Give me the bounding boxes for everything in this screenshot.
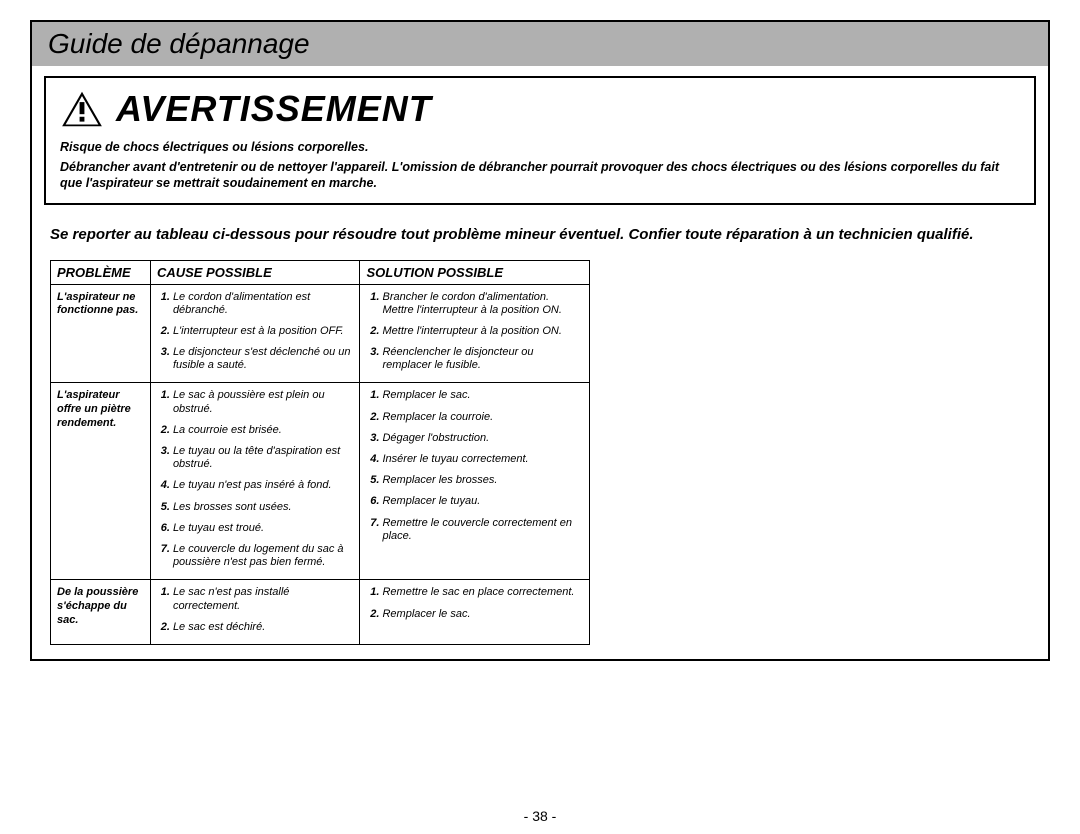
cause-list: Le sac n'est pas installé correctement. L… — [157, 586, 354, 634]
table-row: De la poussière s'échappe du sac. Le sac … — [51, 580, 590, 645]
cause-cell: Le cordon d'alimentation est débranché. L… — [150, 284, 360, 383]
solution-item: Remplacer la courroie. — [382, 411, 583, 424]
solution-item: Remplacer les brosses. — [382, 474, 583, 487]
cause-item: Le tuyau est troué. — [173, 522, 354, 535]
page-number: - 38 - — [0, 808, 1080, 824]
solution-list: Brancher le cordon d'alimentation. Mettr… — [366, 291, 583, 373]
solution-item: Remplacer le sac. — [382, 608, 583, 621]
cause-list: Le sac à poussière est plein ou obstrué.… — [157, 389, 354, 569]
problem-label: De la poussière s'échappe du sac. — [57, 586, 144, 627]
table-header-row: PROBLÈME CAUSE POSSIBLE SOLUTION POSSIBL… — [51, 260, 590, 284]
warning-body-text: Débrancher avant d'entretenir ou de nett… — [60, 160, 1020, 191]
cause-item: L'interrupteur est à la position OFF. — [173, 325, 354, 338]
solution-item: Brancher le cordon d'alimentation. Mettr… — [382, 291, 583, 317]
cause-cell: Le sac à poussière est plein ou obstrué.… — [150, 383, 360, 580]
solution-item: Dégager l'obstruction. — [382, 432, 583, 445]
problem-cell: L'aspirateur ne fonctionne pas. — [51, 284, 151, 383]
section-title: Guide de dépannage — [48, 28, 310, 59]
cause-item: La courroie est brisée. — [173, 424, 354, 437]
warning-title: AVERTISSEMENT — [116, 88, 432, 130]
problem-label: L'aspirateur ne fonctionne pas. — [57, 291, 144, 319]
problem-cell: L'aspirateur offre un piètre rendement. — [51, 383, 151, 580]
cause-item: Le sac à poussière est plein ou obstrué. — [173, 389, 354, 415]
cause-item: Le couvercle du logement du sac à poussi… — [173, 543, 354, 569]
solution-item: Mettre l'interrupteur à la position ON. — [382, 325, 583, 338]
problem-label: L'aspirateur offre un piètre rendement. — [57, 389, 144, 430]
solution-item: Remplacer le sac. — [382, 389, 583, 402]
solution-list: Remettre le sac en place correctement. Re… — [366, 586, 583, 620]
cause-item: Le sac n'est pas installé correctement. — [173, 586, 354, 612]
cause-cell: Le sac n'est pas installé correctement. L… — [150, 580, 360, 645]
warning-risk-text: Risque de chocs électriques ou lésions c… — [60, 140, 1020, 154]
cause-item: Le disjoncteur s'est déclenché ou un fus… — [173, 346, 354, 372]
cause-item: Le tuyau ou la tête d'aspiration est obs… — [173, 445, 354, 471]
warning-box: AVERTISSEMENT Risque de chocs électrique… — [44, 76, 1036, 205]
cause-item: Le tuyau n'est pas inséré à fond. — [173, 479, 354, 492]
table-row: L'aspirateur offre un piètre rendement. L… — [51, 383, 590, 580]
table-row: L'aspirateur ne fonctionne pas. Le cordon… — [51, 284, 590, 383]
solution-item: Remplacer le tuyau. — [382, 495, 583, 508]
solution-item: Réenclencher le disjoncteur ou remplacer… — [382, 346, 583, 372]
outer-frame: Guide de dépannage AVERTISSEMENT Risque … — [30, 20, 1050, 661]
warning-triangle-icon — [60, 90, 104, 128]
solution-item: Remettre le couvercle correctement en pl… — [382, 517, 583, 543]
solution-cell: Brancher le cordon d'alimentation. Mettr… — [360, 284, 590, 383]
solution-cell: Remplacer le sac. Remplacer la courroie. D… — [360, 383, 590, 580]
section-title-bar: Guide de dépannage — [32, 22, 1048, 66]
page: Guide de dépannage AVERTISSEMENT Risque … — [0, 0, 1080, 834]
cause-item: Les brosses sont usées. — [173, 501, 354, 514]
warning-header: AVERTISSEMENT — [60, 88, 1020, 130]
header-solution: SOLUTION POSSIBLE — [360, 260, 590, 284]
problem-cell: De la poussière s'échappe du sac. — [51, 580, 151, 645]
cause-item: Le sac est déchiré. — [173, 621, 354, 634]
solution-cell: Remettre le sac en place correctement. Re… — [360, 580, 590, 645]
content-area: Se reporter au tableau ci-dessous pour r… — [32, 215, 1048, 659]
troubleshooting-table: PROBLÈME CAUSE POSSIBLE SOLUTION POSSIBL… — [50, 260, 590, 645]
solution-item: Insérer le tuyau correctement. — [382, 453, 583, 466]
solution-item: Remettre le sac en place correctement. — [382, 586, 583, 599]
intro-text: Se reporter au tableau ci-dessous pour r… — [50, 225, 1030, 245]
solution-list: Remplacer le sac. Remplacer la courroie. D… — [366, 389, 583, 543]
header-problem: PROBLÈME — [51, 260, 151, 284]
header-cause: CAUSE POSSIBLE — [150, 260, 360, 284]
table-body: L'aspirateur ne fonctionne pas. Le cordon… — [51, 284, 590, 644]
cause-list: Le cordon d'alimentation est débranché. L… — [157, 291, 354, 373]
cause-item: Le cordon d'alimentation est débranché. — [173, 291, 354, 317]
